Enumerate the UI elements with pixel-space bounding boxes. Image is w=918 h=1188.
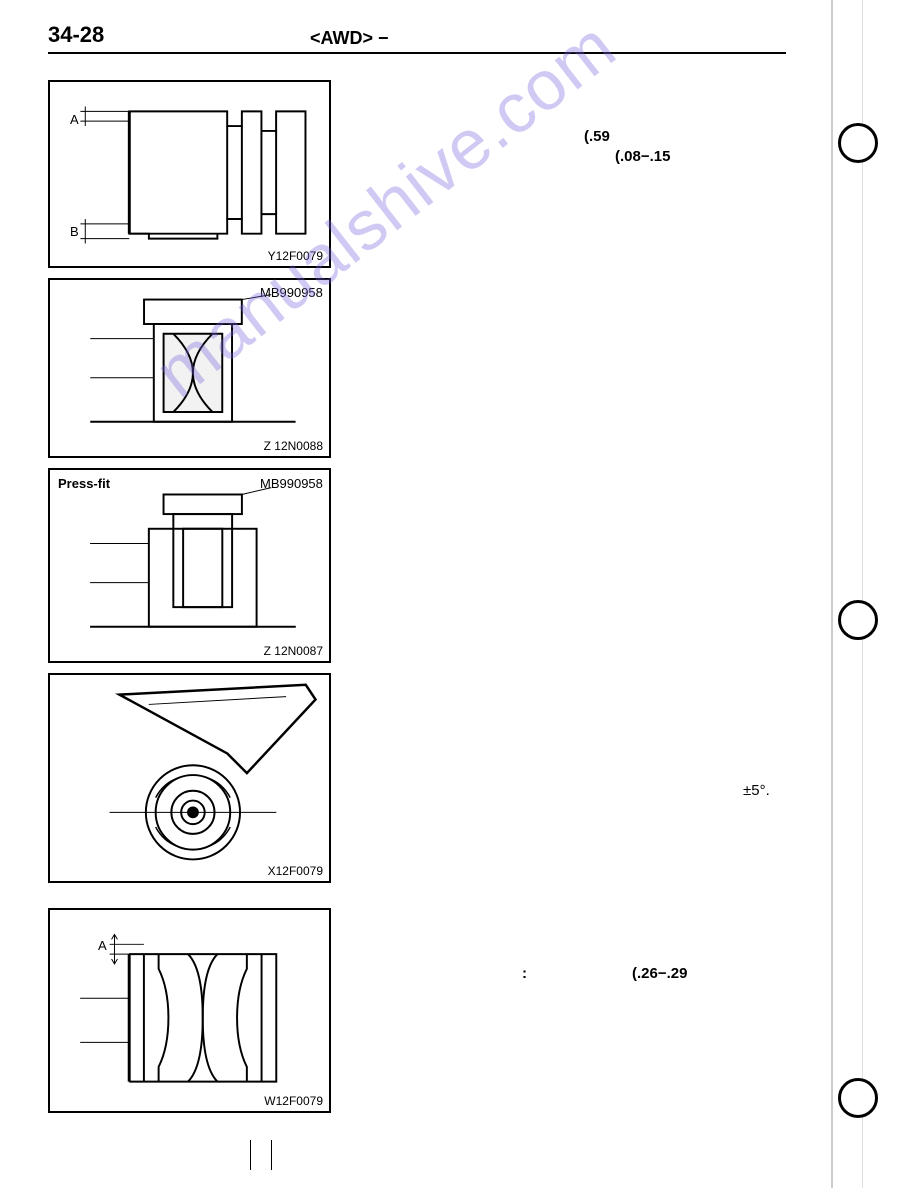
text-colon: : (522, 965, 527, 982)
figure-3-diagram (50, 470, 329, 661)
figure-code: Z 12N0088 (264, 439, 323, 453)
figure-code: Y12F0079 (268, 249, 323, 263)
figure-5-diagram (50, 910, 329, 1111)
figure-4-diagram (50, 675, 329, 881)
figure-3: Press-fit MB990958 Z 12N0087 (48, 468, 331, 663)
text-value-1: (.59 (584, 128, 610, 145)
figure-code: X12F0079 (268, 864, 323, 878)
binder-ring-icon (838, 600, 878, 640)
figure-2-diagram (50, 280, 329, 456)
dimension-label-b: B (70, 224, 79, 239)
text-value-3: ±5°. (743, 782, 770, 799)
figure-caption: Press-fit (58, 476, 110, 491)
text-value-5: (.26−.29 (632, 965, 687, 982)
binder-edge (831, 0, 833, 1188)
binder-ring-icon (838, 1078, 878, 1118)
tool-number: MB990958 (260, 285, 323, 300)
text-value-2: (.08−.15 (615, 148, 670, 165)
figure-1-diagram (50, 82, 329, 266)
header-rule (48, 52, 786, 54)
figure-5: A W12F0079 (48, 908, 331, 1113)
tool-number: MB990958 (260, 476, 323, 491)
figure-4: X12F0079 (48, 673, 331, 883)
page-number: 34-28 (48, 22, 104, 48)
binder-edge-light (862, 0, 863, 1188)
binder-ring-icon (838, 123, 878, 163)
tsb-revision-box (250, 1140, 272, 1170)
dimension-label-a: A (70, 112, 79, 127)
figure-1: A B Y12F0079 (48, 80, 331, 268)
dimension-label-a: A (98, 938, 107, 953)
section-header: <AWD> − (310, 28, 389, 49)
figure-code: W12F0079 (264, 1094, 323, 1108)
figure-2: MB990958 Z 12N0088 (48, 278, 331, 458)
figure-code: Z 12N0087 (264, 644, 323, 658)
